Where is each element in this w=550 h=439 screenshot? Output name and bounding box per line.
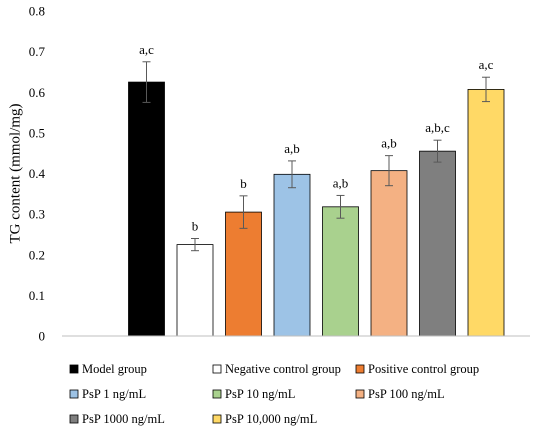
data-label: a,c xyxy=(479,57,494,72)
legend-swatch xyxy=(212,364,222,374)
y-axis-title: TG content (mmol/mg) xyxy=(7,104,23,244)
y-tick-label: 0.7 xyxy=(29,44,46,59)
y-tick-label: 0.5 xyxy=(29,125,45,140)
bar xyxy=(176,244,214,337)
bar xyxy=(128,81,165,337)
legend-swatch xyxy=(212,389,222,399)
y-tick-label: 0 xyxy=(39,329,46,344)
bar xyxy=(322,206,359,337)
data-label: a,b,c xyxy=(425,120,450,135)
legend-swatch xyxy=(69,364,79,374)
legend-swatch xyxy=(69,389,79,399)
bars: a,c b b a,b a,b a,b a,b,c a,c xyxy=(128,42,505,337)
legend-label: Model group xyxy=(82,362,147,376)
legend-swatch xyxy=(355,389,365,399)
bar xyxy=(225,211,262,337)
bar xyxy=(419,150,456,337)
y-tick-label: 0.8 xyxy=(29,4,45,19)
legend-label: Positive control group xyxy=(368,362,479,376)
y-tick-label: 0.3 xyxy=(29,207,45,222)
legend-swatch xyxy=(69,414,79,424)
legend-swatch xyxy=(355,364,365,374)
y-tick-label: 0.1 xyxy=(29,288,45,303)
data-label: b xyxy=(240,176,247,191)
y-tick-label: 0.2 xyxy=(29,247,45,262)
y-tick-label: 0.6 xyxy=(29,85,46,100)
bar xyxy=(467,89,505,337)
legend: Model group Negative control group Positiv… xyxy=(69,362,479,426)
data-label: a,c xyxy=(139,42,154,57)
data-label: a,b xyxy=(284,141,300,156)
data-label: a,b xyxy=(381,136,397,151)
legend-label: PsP 100 ng/mL xyxy=(368,387,445,401)
y-axis: 0 0.1 0.2 0.3 0.4 0.5 0.6 0.7 0.8 xyxy=(29,4,46,344)
legend-label: Negative control group xyxy=(225,362,341,376)
legend-label: PsP 10,000 ng/mL xyxy=(225,412,317,426)
y-tick-label: 0.4 xyxy=(29,166,46,181)
data-label: b xyxy=(192,219,199,234)
bar xyxy=(273,173,311,337)
legend-label: PsP 1 ng/mL xyxy=(82,387,146,401)
legend-swatch xyxy=(212,414,222,424)
data-label: a,b xyxy=(333,175,349,190)
legend-label: PsP 1000 ng/mL xyxy=(82,412,165,426)
legend-label: PsP 10 ng/mL xyxy=(225,387,295,401)
bar xyxy=(370,170,408,337)
